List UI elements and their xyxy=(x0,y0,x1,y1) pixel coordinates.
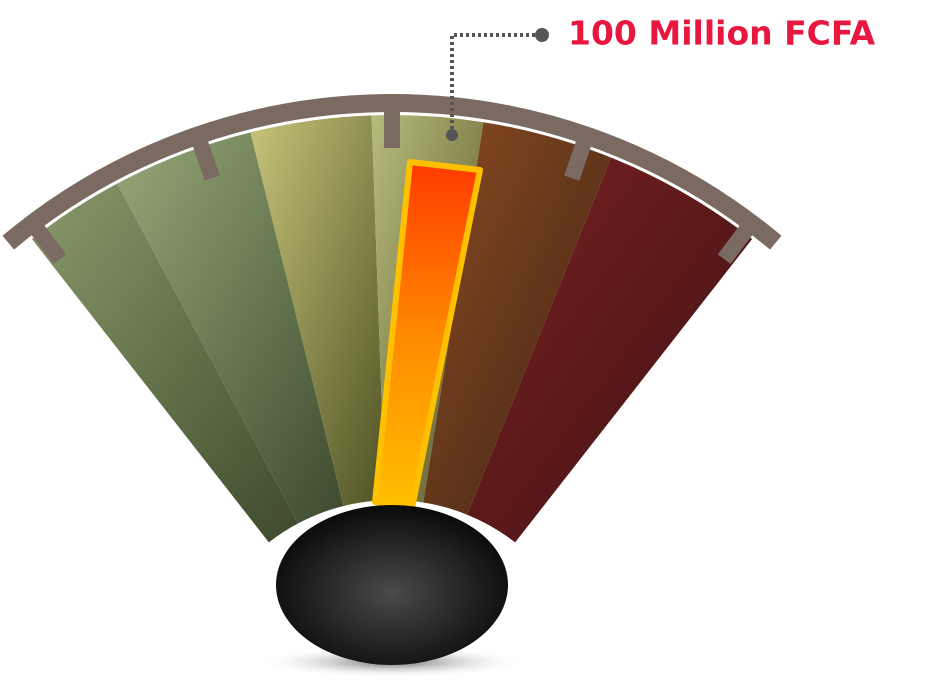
rim-notch xyxy=(564,132,594,181)
gauge-wedge xyxy=(31,183,299,543)
value-label: 100 Million FCFA xyxy=(568,14,876,53)
rim-notches xyxy=(26,103,758,264)
rim-notch xyxy=(26,218,67,264)
rim-notch xyxy=(190,132,220,181)
rim-notch xyxy=(717,218,758,264)
gauge-wedge xyxy=(117,132,344,524)
leader-dot xyxy=(535,28,549,42)
gauge-wedge xyxy=(250,115,386,506)
leader-dot xyxy=(446,129,458,141)
leader-line xyxy=(450,33,540,135)
gauge-knob xyxy=(276,505,508,665)
gauge-wedge xyxy=(466,157,753,543)
